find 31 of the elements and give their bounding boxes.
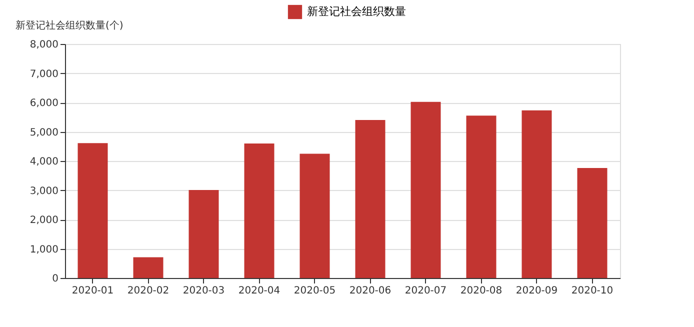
y-tick-label: 3,000: [30, 186, 58, 197]
bar: [466, 116, 496, 278]
y-tick-label: 8,000: [30, 40, 58, 50]
bar: [577, 168, 608, 278]
bar: [78, 143, 108, 278]
x-tick-label: 2020-04: [238, 286, 280, 296]
bar: [244, 143, 274, 278]
x-tick-label: 2020-01: [72, 286, 114, 296]
bar: [410, 102, 441, 278]
x-tick-label: 2020-08: [460, 286, 502, 296]
y-tick-label: 6,000: [30, 98, 58, 109]
x-tick-label: 2020-07: [404, 286, 447, 296]
x-tick-label: 2020-10: [571, 286, 614, 296]
bar: [133, 257, 164, 278]
x-tick-label: 2020-02: [127, 286, 170, 296]
legend-label: 新登记社会组织数量: [307, 5, 406, 18]
y-axis-title: 新登记社会组织数量(个): [16, 20, 124, 32]
y-tick-label: 0: [52, 274, 58, 284]
y-tick-label: 4,000: [30, 156, 58, 168]
x-tick-label: 2020-05: [294, 286, 336, 296]
y-tick-label: 5,000: [30, 127, 58, 138]
y-tick-label: 7,000: [30, 68, 58, 80]
x-tick-label: 2020-03: [182, 286, 225, 296]
bar: [522, 110, 552, 278]
y-tick-label: 1,000: [30, 244, 58, 256]
bar: [300, 154, 330, 278]
bar: [355, 120, 386, 278]
y-tick-label: 2,000: [30, 215, 58, 226]
bar: [188, 190, 219, 278]
x-tick-label: 2020-09: [516, 286, 558, 296]
x-tick-label: 2020-06: [349, 286, 392, 296]
